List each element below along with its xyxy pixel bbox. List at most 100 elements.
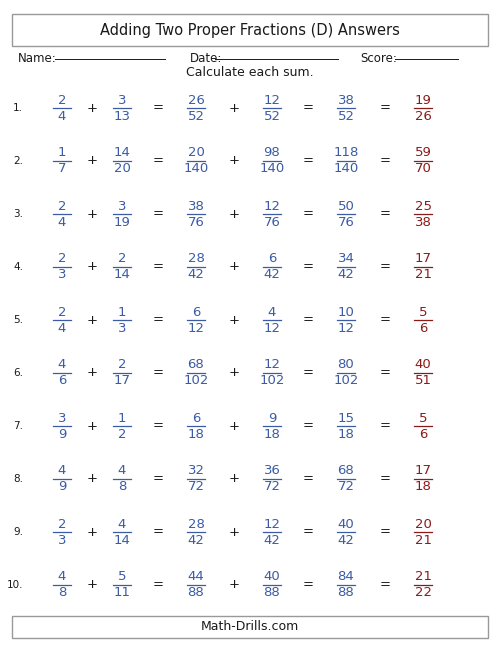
Text: 9: 9 bbox=[58, 428, 66, 441]
Text: +: + bbox=[228, 419, 239, 432]
Text: 12: 12 bbox=[264, 518, 280, 531]
Text: 1: 1 bbox=[58, 146, 66, 160]
Text: 20: 20 bbox=[188, 146, 204, 160]
Text: 59: 59 bbox=[414, 146, 432, 160]
Text: 7: 7 bbox=[58, 162, 66, 175]
Text: +: + bbox=[86, 208, 98, 221]
Text: 42: 42 bbox=[264, 269, 280, 281]
Text: 88: 88 bbox=[264, 586, 280, 600]
Text: 42: 42 bbox=[188, 534, 204, 547]
Text: =: = bbox=[302, 472, 314, 485]
Text: 98: 98 bbox=[264, 146, 280, 160]
Text: 18: 18 bbox=[264, 428, 280, 441]
Text: 88: 88 bbox=[188, 586, 204, 600]
Text: +: + bbox=[228, 525, 239, 538]
Text: 42: 42 bbox=[338, 269, 354, 281]
Bar bbox=[12, 616, 488, 638]
Text: 26: 26 bbox=[414, 109, 432, 122]
Text: 102: 102 bbox=[334, 375, 358, 388]
Text: 4: 4 bbox=[58, 109, 66, 122]
Text: =: = bbox=[152, 208, 164, 221]
Text: 18: 18 bbox=[414, 481, 432, 494]
Text: Date:: Date: bbox=[190, 52, 222, 65]
Text: =: = bbox=[380, 102, 390, 115]
Text: 88: 88 bbox=[338, 586, 354, 600]
Text: 2: 2 bbox=[118, 428, 126, 441]
Text: =: = bbox=[302, 155, 314, 168]
Text: 17: 17 bbox=[114, 375, 130, 388]
Text: 6: 6 bbox=[192, 305, 200, 318]
Text: 12: 12 bbox=[188, 322, 204, 334]
Text: 6: 6 bbox=[192, 411, 200, 424]
Text: Score:: Score: bbox=[360, 52, 397, 65]
Text: 4: 4 bbox=[58, 571, 66, 584]
Text: 118: 118 bbox=[334, 146, 358, 160]
Text: =: = bbox=[380, 525, 390, 538]
Text: 5: 5 bbox=[419, 411, 427, 424]
Text: 4: 4 bbox=[58, 358, 66, 371]
Text: 6.: 6. bbox=[13, 368, 23, 378]
Text: 19: 19 bbox=[114, 215, 130, 228]
Text: 5.: 5. bbox=[13, 315, 23, 325]
Text: 3: 3 bbox=[58, 534, 66, 547]
Text: =: = bbox=[302, 314, 314, 327]
Text: 9: 9 bbox=[268, 411, 276, 424]
Text: =: = bbox=[380, 261, 390, 274]
Text: 2: 2 bbox=[118, 252, 126, 265]
Text: 12: 12 bbox=[264, 358, 280, 371]
Text: 72: 72 bbox=[264, 481, 280, 494]
Text: +: + bbox=[228, 472, 239, 485]
Text: 38: 38 bbox=[188, 199, 204, 212]
Text: 28: 28 bbox=[188, 518, 204, 531]
Text: 76: 76 bbox=[188, 215, 204, 228]
Text: 102: 102 bbox=[184, 375, 208, 388]
Text: 6: 6 bbox=[268, 252, 276, 265]
Text: =: = bbox=[302, 578, 314, 591]
Text: =: = bbox=[380, 419, 390, 432]
Text: 18: 18 bbox=[338, 428, 354, 441]
Text: 1: 1 bbox=[118, 305, 126, 318]
Text: 10.: 10. bbox=[6, 580, 23, 590]
Text: 8: 8 bbox=[58, 586, 66, 600]
Text: 5: 5 bbox=[419, 305, 427, 318]
Text: =: = bbox=[380, 314, 390, 327]
Text: 12: 12 bbox=[264, 94, 280, 107]
Text: +: + bbox=[86, 314, 98, 327]
Text: 21: 21 bbox=[414, 571, 432, 584]
Text: 76: 76 bbox=[338, 215, 354, 228]
Text: =: = bbox=[380, 155, 390, 168]
Text: =: = bbox=[302, 366, 314, 380]
Text: 50: 50 bbox=[338, 199, 354, 212]
Text: 2.: 2. bbox=[13, 156, 23, 166]
Text: 12: 12 bbox=[264, 322, 280, 334]
Text: +: + bbox=[86, 525, 98, 538]
Text: +: + bbox=[228, 314, 239, 327]
Text: 19: 19 bbox=[414, 94, 432, 107]
Text: =: = bbox=[302, 261, 314, 274]
Text: 70: 70 bbox=[414, 162, 432, 175]
Text: 51: 51 bbox=[414, 375, 432, 388]
Text: 32: 32 bbox=[188, 465, 204, 477]
Text: 6: 6 bbox=[419, 428, 427, 441]
Text: =: = bbox=[380, 366, 390, 380]
Text: 3: 3 bbox=[58, 411, 66, 424]
Text: 1: 1 bbox=[118, 411, 126, 424]
Text: +: + bbox=[228, 261, 239, 274]
Text: 102: 102 bbox=[260, 375, 284, 388]
Text: 4: 4 bbox=[268, 305, 276, 318]
Text: 84: 84 bbox=[338, 571, 354, 584]
Text: 72: 72 bbox=[188, 481, 204, 494]
Text: 14: 14 bbox=[114, 534, 130, 547]
Text: =: = bbox=[302, 102, 314, 115]
Text: 52: 52 bbox=[188, 109, 204, 122]
Text: 2: 2 bbox=[58, 252, 66, 265]
Text: 22: 22 bbox=[414, 586, 432, 600]
Text: 36: 36 bbox=[264, 465, 280, 477]
Text: 3.: 3. bbox=[13, 209, 23, 219]
Text: =: = bbox=[380, 472, 390, 485]
Text: 4: 4 bbox=[58, 465, 66, 477]
Text: Name:: Name: bbox=[18, 52, 57, 65]
Text: 21: 21 bbox=[414, 534, 432, 547]
Text: 38: 38 bbox=[414, 215, 432, 228]
Text: 12: 12 bbox=[338, 322, 354, 334]
